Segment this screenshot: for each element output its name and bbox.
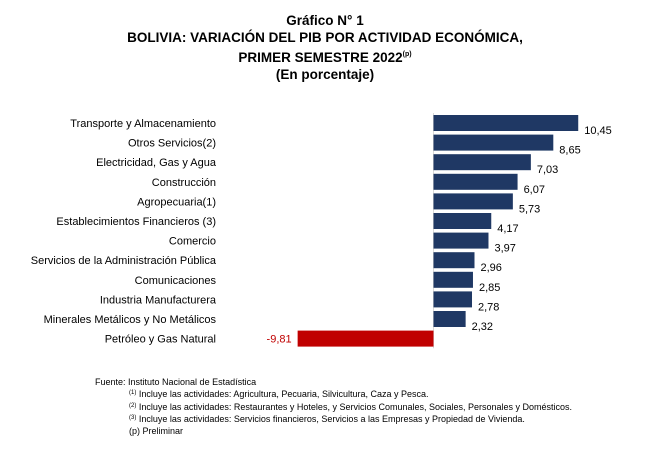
data-label-6: 3,97 bbox=[494, 243, 515, 255]
data-label-5: 4,17 bbox=[497, 223, 518, 235]
bar-4 bbox=[433, 193, 513, 210]
data-label-0: 10,45 bbox=[584, 125, 612, 137]
footnote-1-mark: (1) bbox=[129, 390, 137, 397]
footnotes: Fuente: Instituto Nacional de Estadístic… bbox=[95, 377, 572, 437]
category-label-11: Petróleo y Gas Natural bbox=[105, 334, 216, 346]
bar-5 bbox=[433, 213, 492, 229]
bar-1 bbox=[433, 134, 554, 151]
data-label-10: 2,32 bbox=[472, 321, 493, 333]
data-label-2: 7,03 bbox=[537, 164, 558, 176]
chart-title: Gráfico N° 1 BOLIVIA: VARIACIÓN DEL PIB … bbox=[0, 12, 650, 83]
data-label-3: 6,07 bbox=[524, 184, 545, 196]
footnote-preliminary: (p) Preliminar bbox=[129, 425, 184, 436]
footnote-2: (2) Incluye las actividades: Restaurante… bbox=[95, 401, 572, 413]
footnote-2-text: Incluye las actividades: Restaurantes y … bbox=[136, 401, 573, 412]
category-label-3: Construcción bbox=[152, 177, 216, 189]
bar-0 bbox=[433, 115, 579, 131]
bar-2 bbox=[433, 154, 531, 171]
data-label-9: 2,78 bbox=[478, 301, 499, 313]
footnote-1-text: Incluye las actividades: Agricultura, Pe… bbox=[136, 389, 429, 400]
chart-title-line1: Gráfico N° 1 bbox=[286, 13, 364, 28]
category-label-4: Agropecuaria(1) bbox=[137, 196, 216, 208]
data-label-7: 2,96 bbox=[480, 262, 501, 274]
category-label-0: Transporte y Almacenamiento bbox=[70, 118, 216, 130]
footnote-3-mark: (3) bbox=[129, 415, 137, 422]
chart-title-line4: (En porcentaje) bbox=[275, 67, 375, 82]
chart-title-line3-text: PRIMER SEMESTRE 2022 bbox=[238, 50, 403, 65]
footnote-3-text: Incluye las actividades: Servicios finan… bbox=[136, 414, 525, 425]
category-label-1: Otros Servicios(2) bbox=[128, 138, 216, 150]
category-label-9: Industria Manufacturera bbox=[100, 294, 217, 306]
category-label-10: Minerales Metálicos y No Metálicos bbox=[44, 314, 217, 326]
category-label-6: Comercio bbox=[169, 236, 216, 248]
footnote-source: Fuente: Instituto Nacional de Estadístic… bbox=[95, 377, 257, 387]
bar-10 bbox=[433, 311, 466, 327]
bar-9 bbox=[433, 291, 473, 308]
category-label-7: Servicios de la Administración Pública bbox=[31, 255, 217, 267]
footnote-3: (3) Incluye las actividades: Servicios f… bbox=[95, 413, 572, 425]
bar-6 bbox=[433, 232, 489, 249]
bar-8 bbox=[433, 271, 473, 288]
category-label-2: Electricidad, Gas y Agua bbox=[96, 157, 217, 169]
footnote-1: (1) Incluye las actividades: Agricultura… bbox=[95, 388, 572, 400]
category-label-5: Establecimientos Financieros (3) bbox=[56, 216, 216, 228]
bar-3 bbox=[433, 173, 518, 190]
bar-11 bbox=[297, 330, 434, 347]
data-label-8: 2,85 bbox=[479, 282, 500, 294]
category-label-8: Comunicaciones bbox=[135, 275, 217, 287]
footnote-2-mark: (2) bbox=[129, 402, 137, 409]
bar-7 bbox=[433, 252, 475, 269]
chart-title-line3: PRIMER SEMESTRE 2022(p) bbox=[0, 46, 650, 66]
data-label-11: -9,81 bbox=[267, 334, 292, 346]
data-label-4: 5,73 bbox=[519, 203, 540, 215]
chart-title-line2: BOLIVIA: VARIACIÓN DEL PIB POR ACTIVIDAD… bbox=[127, 30, 523, 45]
data-label-1: 8,65 bbox=[559, 145, 580, 157]
chart-title-line3-sup: (p) bbox=[402, 51, 412, 58]
